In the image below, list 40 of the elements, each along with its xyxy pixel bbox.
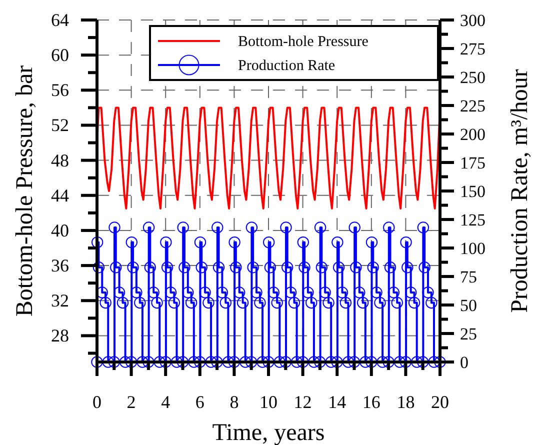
y-tick-label: 32 <box>51 290 69 311</box>
y2-tick-label: 75 <box>460 268 477 286</box>
y-tick-label: 48 <box>51 150 69 170</box>
line-series <box>96 106 441 210</box>
y-tick-label: 56 <box>51 80 69 100</box>
x-tick-label: 12 <box>294 392 312 412</box>
legend-label: Production Rate <box>238 58 336 74</box>
y-tick-label: 44 <box>51 185 69 206</box>
x-tick-label: 0 <box>92 392 102 412</box>
y2-tick-label: 275 <box>460 40 486 58</box>
y2-tick-label: 25 <box>460 324 477 344</box>
y2-tick-label: 0 <box>460 353 468 372</box>
y2-tick-label: 200 <box>460 125 486 144</box>
y2-tick-label: 150 <box>460 182 486 201</box>
x-axis-title: Time, years <box>212 420 325 445</box>
y-tick-label: 40 <box>51 220 69 240</box>
x-tick-label: 2 <box>126 392 136 412</box>
y-tick-label: 28 <box>51 326 69 346</box>
x-tick-label: 16 <box>362 392 380 412</box>
x-tick-label: 18 <box>396 392 415 412</box>
x-tick-label: 20 <box>431 392 449 412</box>
x-tick-label: 14 <box>328 392 346 412</box>
x-tick-label: 4 <box>161 392 170 412</box>
y2-tick-label: 250 <box>460 68 486 87</box>
y2-tick-label: 175 <box>460 154 486 172</box>
y-tick-label: 60 <box>51 45 69 66</box>
y-tick-label: 36 <box>51 256 69 276</box>
legend-label: Bottom-hole Pressure <box>238 34 369 50</box>
y2-tick-label: 300 <box>460 11 486 30</box>
y2-tick-label: 225 <box>460 96 486 116</box>
y2-axis-title: Production Rate, m³/hour <box>507 69 533 313</box>
y-axis-title: Bottom-hole Pressure, bar <box>12 65 38 317</box>
y2-tick-label: 100 <box>460 239 486 258</box>
y-tick-label: 52 <box>51 115 69 136</box>
x-tick-label: 8 <box>230 392 239 412</box>
y2-tick-label: 125 <box>460 210 486 230</box>
y-tick-label: 64 <box>51 10 69 30</box>
x-tick-label: 6 <box>195 392 204 412</box>
x-tick-label: 10 <box>260 392 278 412</box>
y2-tick-label: 50 <box>460 296 477 315</box>
